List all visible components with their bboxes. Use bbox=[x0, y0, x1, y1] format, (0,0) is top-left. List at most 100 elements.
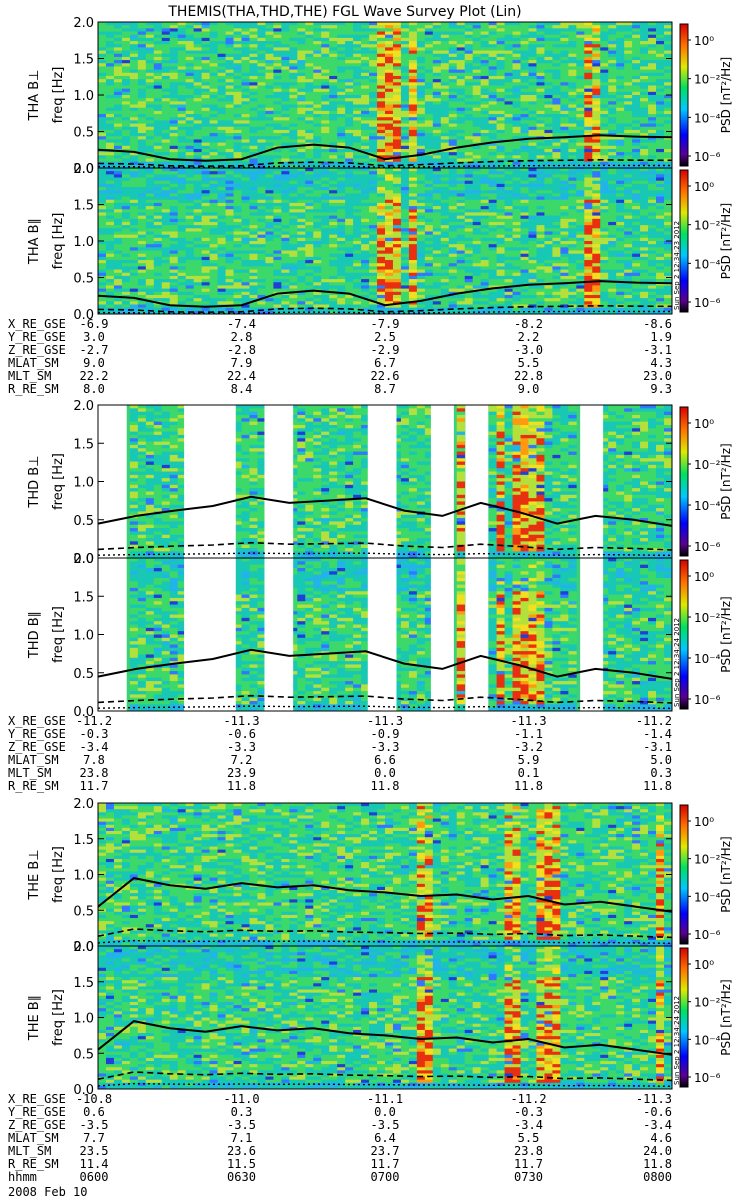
psd-cell bbox=[385, 72, 394, 77]
psd-cell bbox=[105, 187, 115, 191]
psd-cell bbox=[185, 250, 194, 254]
psd-cell bbox=[105, 269, 115, 274]
psd-cell bbox=[624, 129, 633, 134]
psd-cell bbox=[345, 282, 354, 286]
psd-cell bbox=[217, 69, 226, 74]
psd-cell bbox=[361, 85, 370, 89]
psd-cell bbox=[137, 310, 147, 315]
psd-cell bbox=[560, 82, 569, 86]
psd-cell bbox=[241, 241, 250, 245]
psd-cell bbox=[169, 294, 179, 299]
psd-cell bbox=[345, 133, 354, 137]
psd-cell bbox=[98, 158, 107, 162]
psd-cell bbox=[600, 110, 609, 115]
psd-cell bbox=[169, 47, 179, 51]
psd-cell bbox=[400, 22, 410, 26]
psd-cell bbox=[552, 44, 561, 48]
psd-cell bbox=[98, 155, 107, 159]
psd-cell bbox=[337, 34, 346, 39]
psd-cell bbox=[209, 187, 218, 191]
psd-cell bbox=[137, 221, 147, 226]
psd-cell bbox=[432, 44, 442, 48]
psd-cell bbox=[201, 288, 210, 293]
psd-cell bbox=[113, 263, 123, 267]
psd-cell bbox=[233, 155, 242, 159]
psd-cell bbox=[225, 301, 234, 305]
psd-cell bbox=[520, 75, 529, 80]
psd-cell bbox=[624, 107, 633, 112]
psd-cell bbox=[193, 41, 202, 45]
psd-cell bbox=[345, 88, 354, 93]
psd-cell bbox=[273, 231, 282, 235]
psd-cell bbox=[257, 180, 266, 185]
psd-cell bbox=[560, 133, 569, 137]
psd-cell bbox=[377, 221, 386, 226]
psd-cell bbox=[329, 85, 338, 89]
psd-cell bbox=[153, 260, 163, 264]
psd-cell bbox=[161, 123, 171, 128]
psd-cell bbox=[361, 275, 370, 280]
psd-cell bbox=[145, 79, 155, 83]
psd-cell bbox=[576, 114, 585, 118]
psd-cell bbox=[648, 101, 657, 105]
psd-cell bbox=[129, 190, 139, 194]
psd-cell bbox=[209, 285, 218, 289]
psd-cell bbox=[632, 82, 641, 86]
psd-cell bbox=[361, 145, 370, 150]
psd-cell bbox=[201, 101, 210, 105]
psd-cell bbox=[432, 114, 442, 118]
psd-cell bbox=[257, 209, 266, 213]
psd-cell bbox=[233, 161, 242, 166]
psd-cell bbox=[177, 120, 186, 124]
psd-cell bbox=[257, 101, 266, 105]
psd-cell bbox=[345, 190, 354, 194]
psd-cell bbox=[321, 193, 330, 197]
psd-cell bbox=[225, 221, 234, 226]
psd-cell bbox=[472, 31, 481, 35]
psd-cell bbox=[129, 152, 139, 156]
psd-cell bbox=[616, 95, 625, 99]
psd-cell bbox=[632, 136, 641, 140]
psd-cell bbox=[496, 148, 505, 153]
psd-cell bbox=[225, 215, 234, 220]
psd-cell bbox=[233, 136, 242, 140]
psd-cell bbox=[416, 107, 426, 112]
psd-cell bbox=[249, 193, 258, 197]
psd-cell bbox=[161, 310, 171, 315]
psd-cell bbox=[209, 206, 218, 210]
psd-cell bbox=[161, 158, 171, 162]
psd-cell bbox=[568, 31, 577, 35]
psd-cell bbox=[345, 202, 354, 207]
psd-cell bbox=[145, 279, 155, 283]
psd-cell bbox=[337, 310, 346, 315]
psd-cell bbox=[353, 104, 362, 108]
psd-cell bbox=[137, 47, 147, 51]
psd-cell bbox=[392, 22, 402, 26]
psd-cell bbox=[105, 120, 115, 124]
psd-cell bbox=[345, 95, 354, 99]
psd-cell bbox=[536, 41, 545, 45]
psd-cell bbox=[488, 123, 497, 128]
psd-cell bbox=[98, 244, 107, 248]
psd-cell bbox=[345, 60, 354, 64]
psd-cell bbox=[337, 253, 346, 258]
psd-cell bbox=[337, 183, 346, 188]
psd-cell bbox=[281, 202, 290, 207]
psd-cell bbox=[105, 282, 115, 286]
psd-cell bbox=[385, 133, 394, 137]
psd-cell bbox=[249, 269, 258, 274]
psd-cell bbox=[520, 117, 529, 121]
psd-cell bbox=[377, 282, 386, 286]
psd-cell bbox=[329, 117, 338, 121]
psd-cell bbox=[209, 82, 218, 86]
psd-cell bbox=[105, 193, 115, 197]
psd-cell bbox=[193, 237, 202, 242]
psd-cell bbox=[177, 244, 186, 248]
psd-cell bbox=[377, 37, 386, 42]
psd-cell bbox=[552, 117, 561, 121]
psd-cell bbox=[209, 209, 218, 213]
psd-cell bbox=[273, 79, 282, 83]
psd-cell bbox=[233, 196, 242, 201]
psd-cell bbox=[169, 148, 179, 153]
psd-cell bbox=[98, 174, 107, 178]
